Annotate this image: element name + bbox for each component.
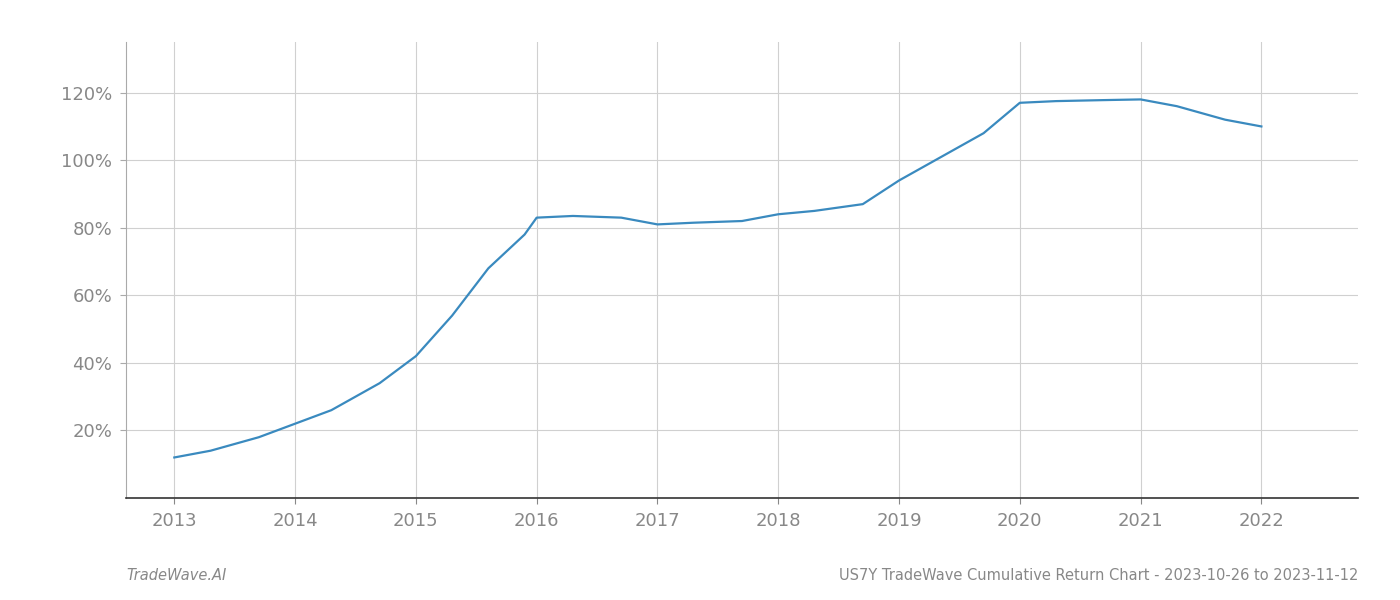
- Text: TradeWave.AI: TradeWave.AI: [126, 569, 227, 583]
- Text: US7Y TradeWave Cumulative Return Chart - 2023-10-26 to 2023-11-12: US7Y TradeWave Cumulative Return Chart -…: [839, 569, 1358, 583]
